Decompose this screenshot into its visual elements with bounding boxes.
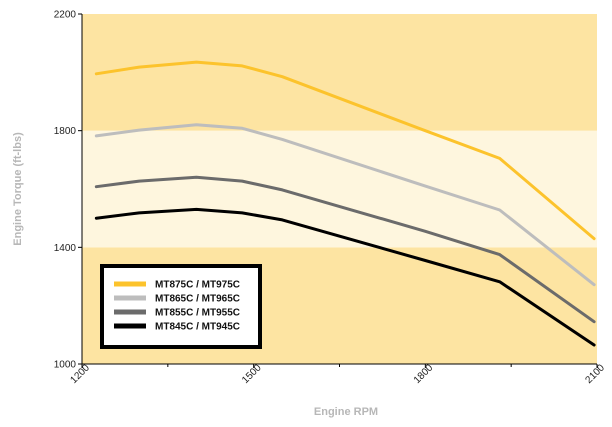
- plot-lines: [94, 60, 596, 347]
- series-line: [94, 123, 596, 287]
- background-bands: [82, 14, 597, 364]
- legend: MT875C / MT975C MT865C / MT965C MT855C / M…: [100, 264, 262, 349]
- series-line: [94, 175, 596, 324]
- legend-label: MT845C / MT945C: [155, 322, 240, 333]
- y-axis-title: Engine Torque (ft-lbs): [12, 132, 24, 246]
- y-tick-label: 1000: [54, 360, 77, 371]
- y-tick-label: 1400: [54, 243, 77, 254]
- background-band: [82, 14, 597, 131]
- x-axis-title: Engine RPM: [314, 406, 378, 418]
- legend-label: MT855C / MT955C: [155, 308, 240, 319]
- x-tick-label: 2100: [583, 362, 607, 386]
- y-tick-label: 2200: [54, 10, 77, 21]
- legend-box: [100, 264, 262, 349]
- legend-label: MT865C / MT965C: [155, 294, 240, 305]
- x-tick-label: 1500: [240, 362, 264, 386]
- series-line: [94, 207, 596, 347]
- background-band: [82, 130, 597, 248]
- legend-label: MT875C / MT975C: [155, 280, 240, 291]
- x-tick-label: 1800: [412, 362, 436, 386]
- series-line: [94, 60, 596, 241]
- y-tick-label: 1800: [54, 126, 77, 137]
